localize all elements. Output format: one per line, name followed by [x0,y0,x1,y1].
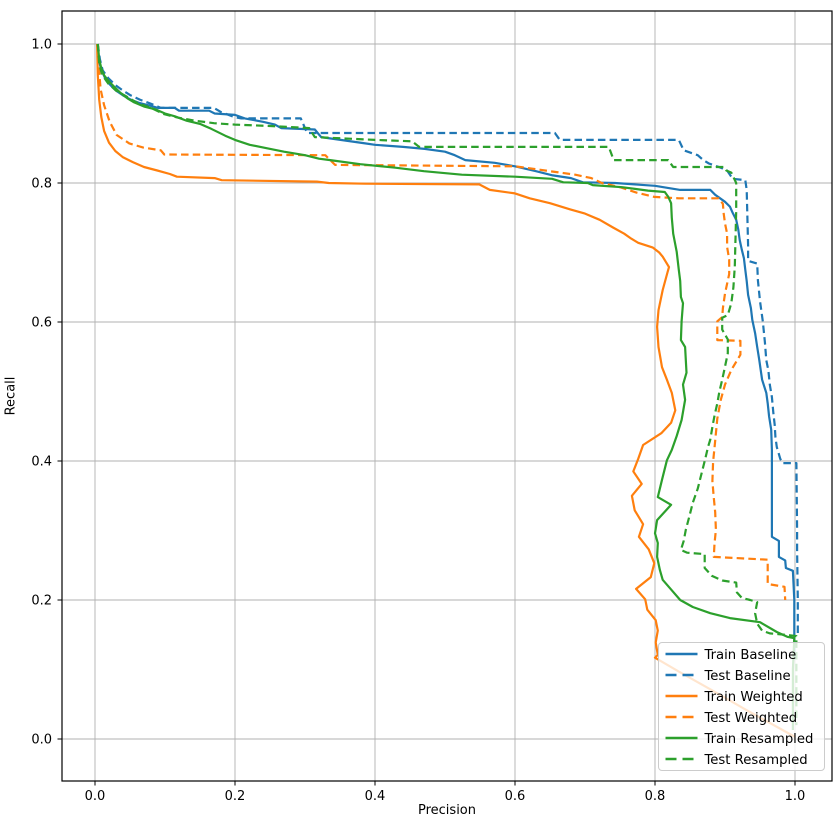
legend-item-test-baseline: Test Baseline [665,669,791,684]
series-line-test-weighted [96,43,787,601]
legend-item-test-resampled: Test Resampled [665,753,808,768]
y-tick-label: 0.2 [31,594,52,609]
x-tick-label: 0.6 [505,789,526,804]
x-tick-label: 0.4 [365,789,386,804]
series-line-train-baseline [96,43,796,660]
y-axis: 0.0 0.2 0.4 0.6 0.8 1.0 [31,38,62,748]
x-tick-label: 1.0 [785,789,806,804]
series-line-test-resampled [96,43,798,726]
series-line-test-baseline [96,43,799,637]
legend-item-test-weighted: Test Weighted [665,711,798,726]
series-line-train-resampled [96,43,796,730]
legend-label: Train Baseline [704,648,797,663]
y-axis-label: Recall [3,376,19,416]
series-line-train-weighted [96,43,796,738]
legend-label: Train Weighted [704,690,803,705]
x-tick-label: 0.0 [85,789,106,804]
y-tick-label: 1.0 [31,38,52,53]
y-tick-label: 0.8 [31,177,52,192]
axes-spines [61,10,833,782]
legend-item-train-baseline: Train Baseline [665,648,797,663]
legend-item-train-resampled: Train Resampled [665,732,814,747]
x-tick-label: 0.8 [645,789,666,804]
legend-label: Test Weighted [704,711,798,726]
legend-label: Test Resampled [704,753,808,768]
x-axis: 0.0 0.2 0.4 0.6 0.8 1.0 [85,781,806,804]
y-tick-label: 0.6 [31,316,52,331]
legend-item-train-weighted: Train Weighted [665,690,803,705]
x-tick-label: 0.2 [225,789,246,804]
legend-label: Train Resampled [704,732,814,747]
x-axis-label: Precision [417,803,477,818]
curves [96,43,799,738]
legend-box [658,642,825,771]
y-tick-label: 0.4 [31,455,52,470]
legend-label: Test Baseline [704,669,791,684]
legend: Train Baseline Test Baseline Train Weighte… [658,642,825,771]
y-tick-label: 0.0 [31,733,52,748]
